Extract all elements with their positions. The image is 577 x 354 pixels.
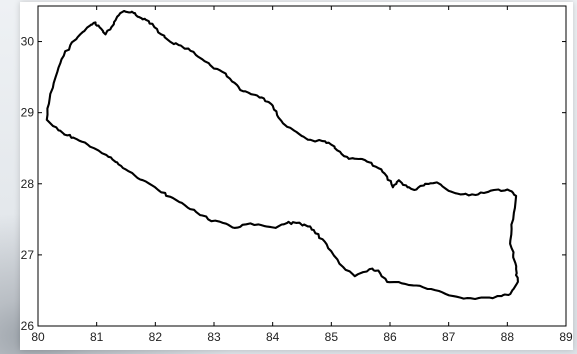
y-tick-label: 30 — [21, 35, 35, 49]
x-tick-label: 87 — [442, 330, 456, 344]
x-tick-label: 89 — [559, 330, 573, 344]
x-axis: 80 81 82 83 84 85 86 87 88 89 — [31, 6, 573, 344]
y-tick-label: 29 — [21, 106, 35, 120]
x-tick-label: 86 — [383, 330, 397, 344]
x-tick-label: 80 — [31, 330, 45, 344]
x-tick-label: 88 — [501, 330, 515, 344]
country-boundary — [45, 9, 519, 301]
x-tick-label: 83 — [207, 330, 221, 344]
plot-area — [37, 5, 567, 327]
x-tick-label: 85 — [325, 330, 339, 344]
y-tick-label: 26 — [21, 319, 35, 333]
x-tick-label: 82 — [149, 330, 163, 344]
y-tick-label: 27 — [21, 248, 35, 262]
x-tick-label: 81 — [90, 330, 104, 344]
x-tick-label: 84 — [266, 330, 280, 344]
y-tick-label: 28 — [21, 177, 35, 191]
y-axis: 26 27 28 29 30 — [21, 35, 566, 333]
